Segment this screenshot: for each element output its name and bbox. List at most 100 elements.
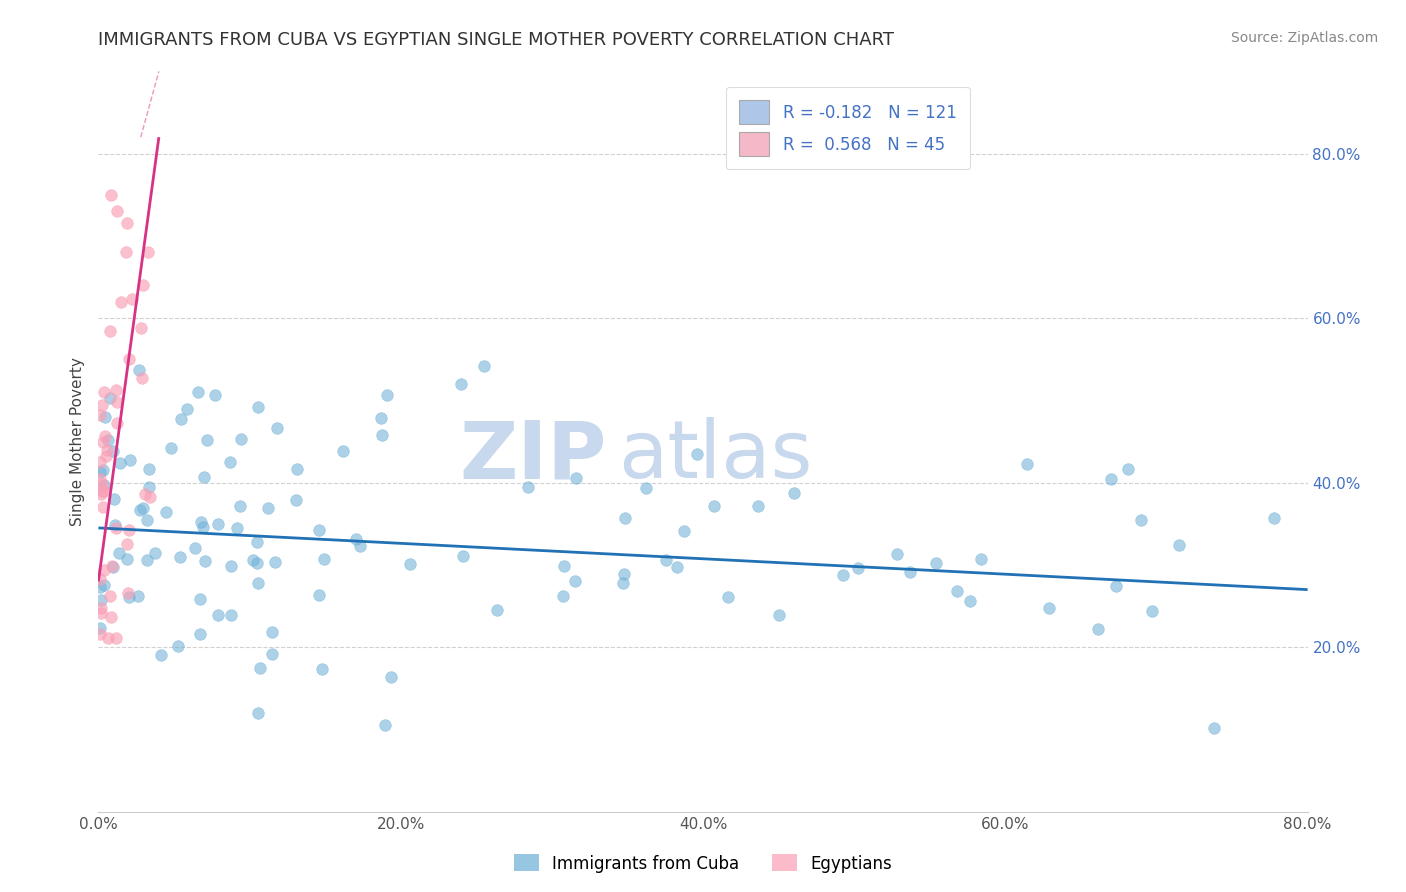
Egyptians — [91, 500, 114, 514]
Egyptians — [90, 476, 112, 491]
Egyptians — [115, 216, 138, 230]
Immigrants from Cuba — [717, 590, 740, 604]
Egyptians — [93, 563, 115, 577]
Egyptians — [98, 324, 121, 338]
Immigrants from Cuba — [832, 567, 855, 582]
Immigrants from Cuba — [1105, 578, 1128, 592]
Egyptians — [132, 278, 155, 293]
Immigrants from Cuba — [747, 499, 769, 513]
Egyptians — [134, 487, 156, 501]
Immigrants from Cuba — [370, 410, 392, 425]
Egyptians — [117, 537, 139, 551]
Immigrants from Cuba — [377, 388, 399, 402]
Immigrants from Cuba — [260, 647, 283, 661]
Immigrants from Cuba — [188, 592, 211, 607]
Text: IMMIGRANTS FROM CUBA VS EGYPTIAN SINGLE MOTHER POVERTY CORRELATION CHART: IMMIGRANTS FROM CUBA VS EGYPTIAN SINGLE … — [98, 31, 894, 49]
Egyptians — [136, 244, 159, 259]
Immigrants from Cuba — [115, 552, 138, 566]
Egyptians — [139, 491, 162, 505]
Immigrants from Cuba — [219, 454, 242, 468]
Immigrants from Cuba — [170, 412, 193, 426]
Immigrants from Cuba — [451, 549, 474, 563]
Immigrants from Cuba — [246, 556, 269, 570]
Immigrants from Cuba — [450, 377, 472, 392]
Egyptians — [114, 245, 136, 260]
Egyptians — [89, 455, 111, 469]
Immigrants from Cuba — [783, 485, 806, 500]
Egyptians — [117, 523, 139, 537]
Immigrants from Cuba — [613, 511, 636, 525]
Immigrants from Cuba — [246, 706, 269, 721]
Immigrants from Cuba — [246, 535, 269, 549]
Immigrants from Cuba — [132, 501, 155, 516]
Immigrants from Cuba — [169, 549, 191, 564]
Legend: R = -0.182   N = 121, R =  0.568   N = 45: R = -0.182 N = 121, R = 0.568 N = 45 — [725, 87, 970, 169]
Immigrants from Cuba — [187, 385, 209, 400]
Immigrants from Cuba — [207, 607, 229, 622]
Immigrants from Cuba — [247, 576, 270, 591]
Immigrants from Cuba — [672, 524, 695, 538]
Egyptians — [97, 631, 120, 645]
Egyptians — [121, 292, 143, 306]
Y-axis label: Single Mother Poverty: Single Mother Poverty — [69, 357, 84, 526]
Immigrants from Cuba — [1099, 472, 1122, 486]
Immigrants from Cuba — [150, 648, 173, 662]
Immigrants from Cuba — [486, 603, 509, 617]
Immigrants from Cuba — [93, 578, 115, 592]
Egyptians — [100, 610, 122, 624]
Immigrants from Cuba — [1167, 538, 1189, 552]
Immigrants from Cuba — [136, 552, 159, 566]
Immigrants from Cuba — [703, 499, 725, 513]
Immigrants from Cuba — [194, 554, 217, 568]
Immigrants from Cuba — [167, 639, 190, 653]
Immigrants from Cuba — [349, 539, 371, 553]
Immigrants from Cuba — [143, 546, 166, 560]
Egyptians — [117, 585, 139, 599]
Immigrants from Cuba — [93, 478, 115, 492]
Immigrants from Cuba — [666, 560, 689, 574]
Immigrants from Cuba — [686, 447, 709, 461]
Text: Source: ZipAtlas.com: Source: ZipAtlas.com — [1230, 31, 1378, 45]
Egyptians — [94, 429, 117, 443]
Immigrants from Cuba — [636, 481, 658, 495]
Immigrants from Cuba — [155, 505, 177, 519]
Immigrants from Cuba — [108, 456, 131, 470]
Text: ZIP: ZIP — [458, 417, 606, 495]
Egyptians — [98, 589, 121, 603]
Immigrants from Cuba — [1130, 512, 1153, 526]
Immigrants from Cuba — [1116, 462, 1139, 476]
Immigrants from Cuba — [285, 492, 308, 507]
Egyptians — [105, 394, 128, 409]
Immigrants from Cuba — [136, 513, 159, 527]
Immigrants from Cuba — [89, 621, 111, 635]
Egyptians — [89, 572, 111, 586]
Egyptians — [110, 294, 132, 309]
Immigrants from Cuba — [188, 627, 211, 641]
Immigrants from Cuba — [176, 401, 198, 416]
Immigrants from Cuba — [249, 661, 271, 675]
Immigrants from Cuba — [925, 557, 948, 571]
Immigrants from Cuba — [128, 503, 150, 517]
Immigrants from Cuba — [228, 499, 250, 513]
Immigrants from Cuba — [193, 469, 215, 483]
Egyptians — [93, 484, 115, 499]
Immigrants from Cuba — [231, 432, 253, 446]
Immigrants from Cuba — [312, 551, 335, 566]
Immigrants from Cuba — [90, 593, 112, 607]
Immigrants from Cuba — [308, 588, 330, 602]
Immigrants from Cuba — [565, 471, 588, 485]
Immigrants from Cuba — [127, 589, 149, 603]
Immigrants from Cuba — [1202, 721, 1225, 735]
Immigrants from Cuba — [91, 463, 114, 477]
Immigrants from Cuba — [551, 589, 574, 603]
Egyptians — [96, 442, 118, 457]
Immigrants from Cuba — [98, 392, 121, 406]
Egyptians — [100, 187, 122, 202]
Immigrants from Cuba — [612, 575, 634, 590]
Egyptians — [118, 352, 141, 367]
Immigrants from Cuba — [219, 558, 242, 573]
Egyptians — [90, 398, 112, 412]
Immigrants from Cuba — [613, 566, 636, 581]
Immigrants from Cuba — [768, 608, 790, 623]
Immigrants from Cuba — [225, 521, 247, 535]
